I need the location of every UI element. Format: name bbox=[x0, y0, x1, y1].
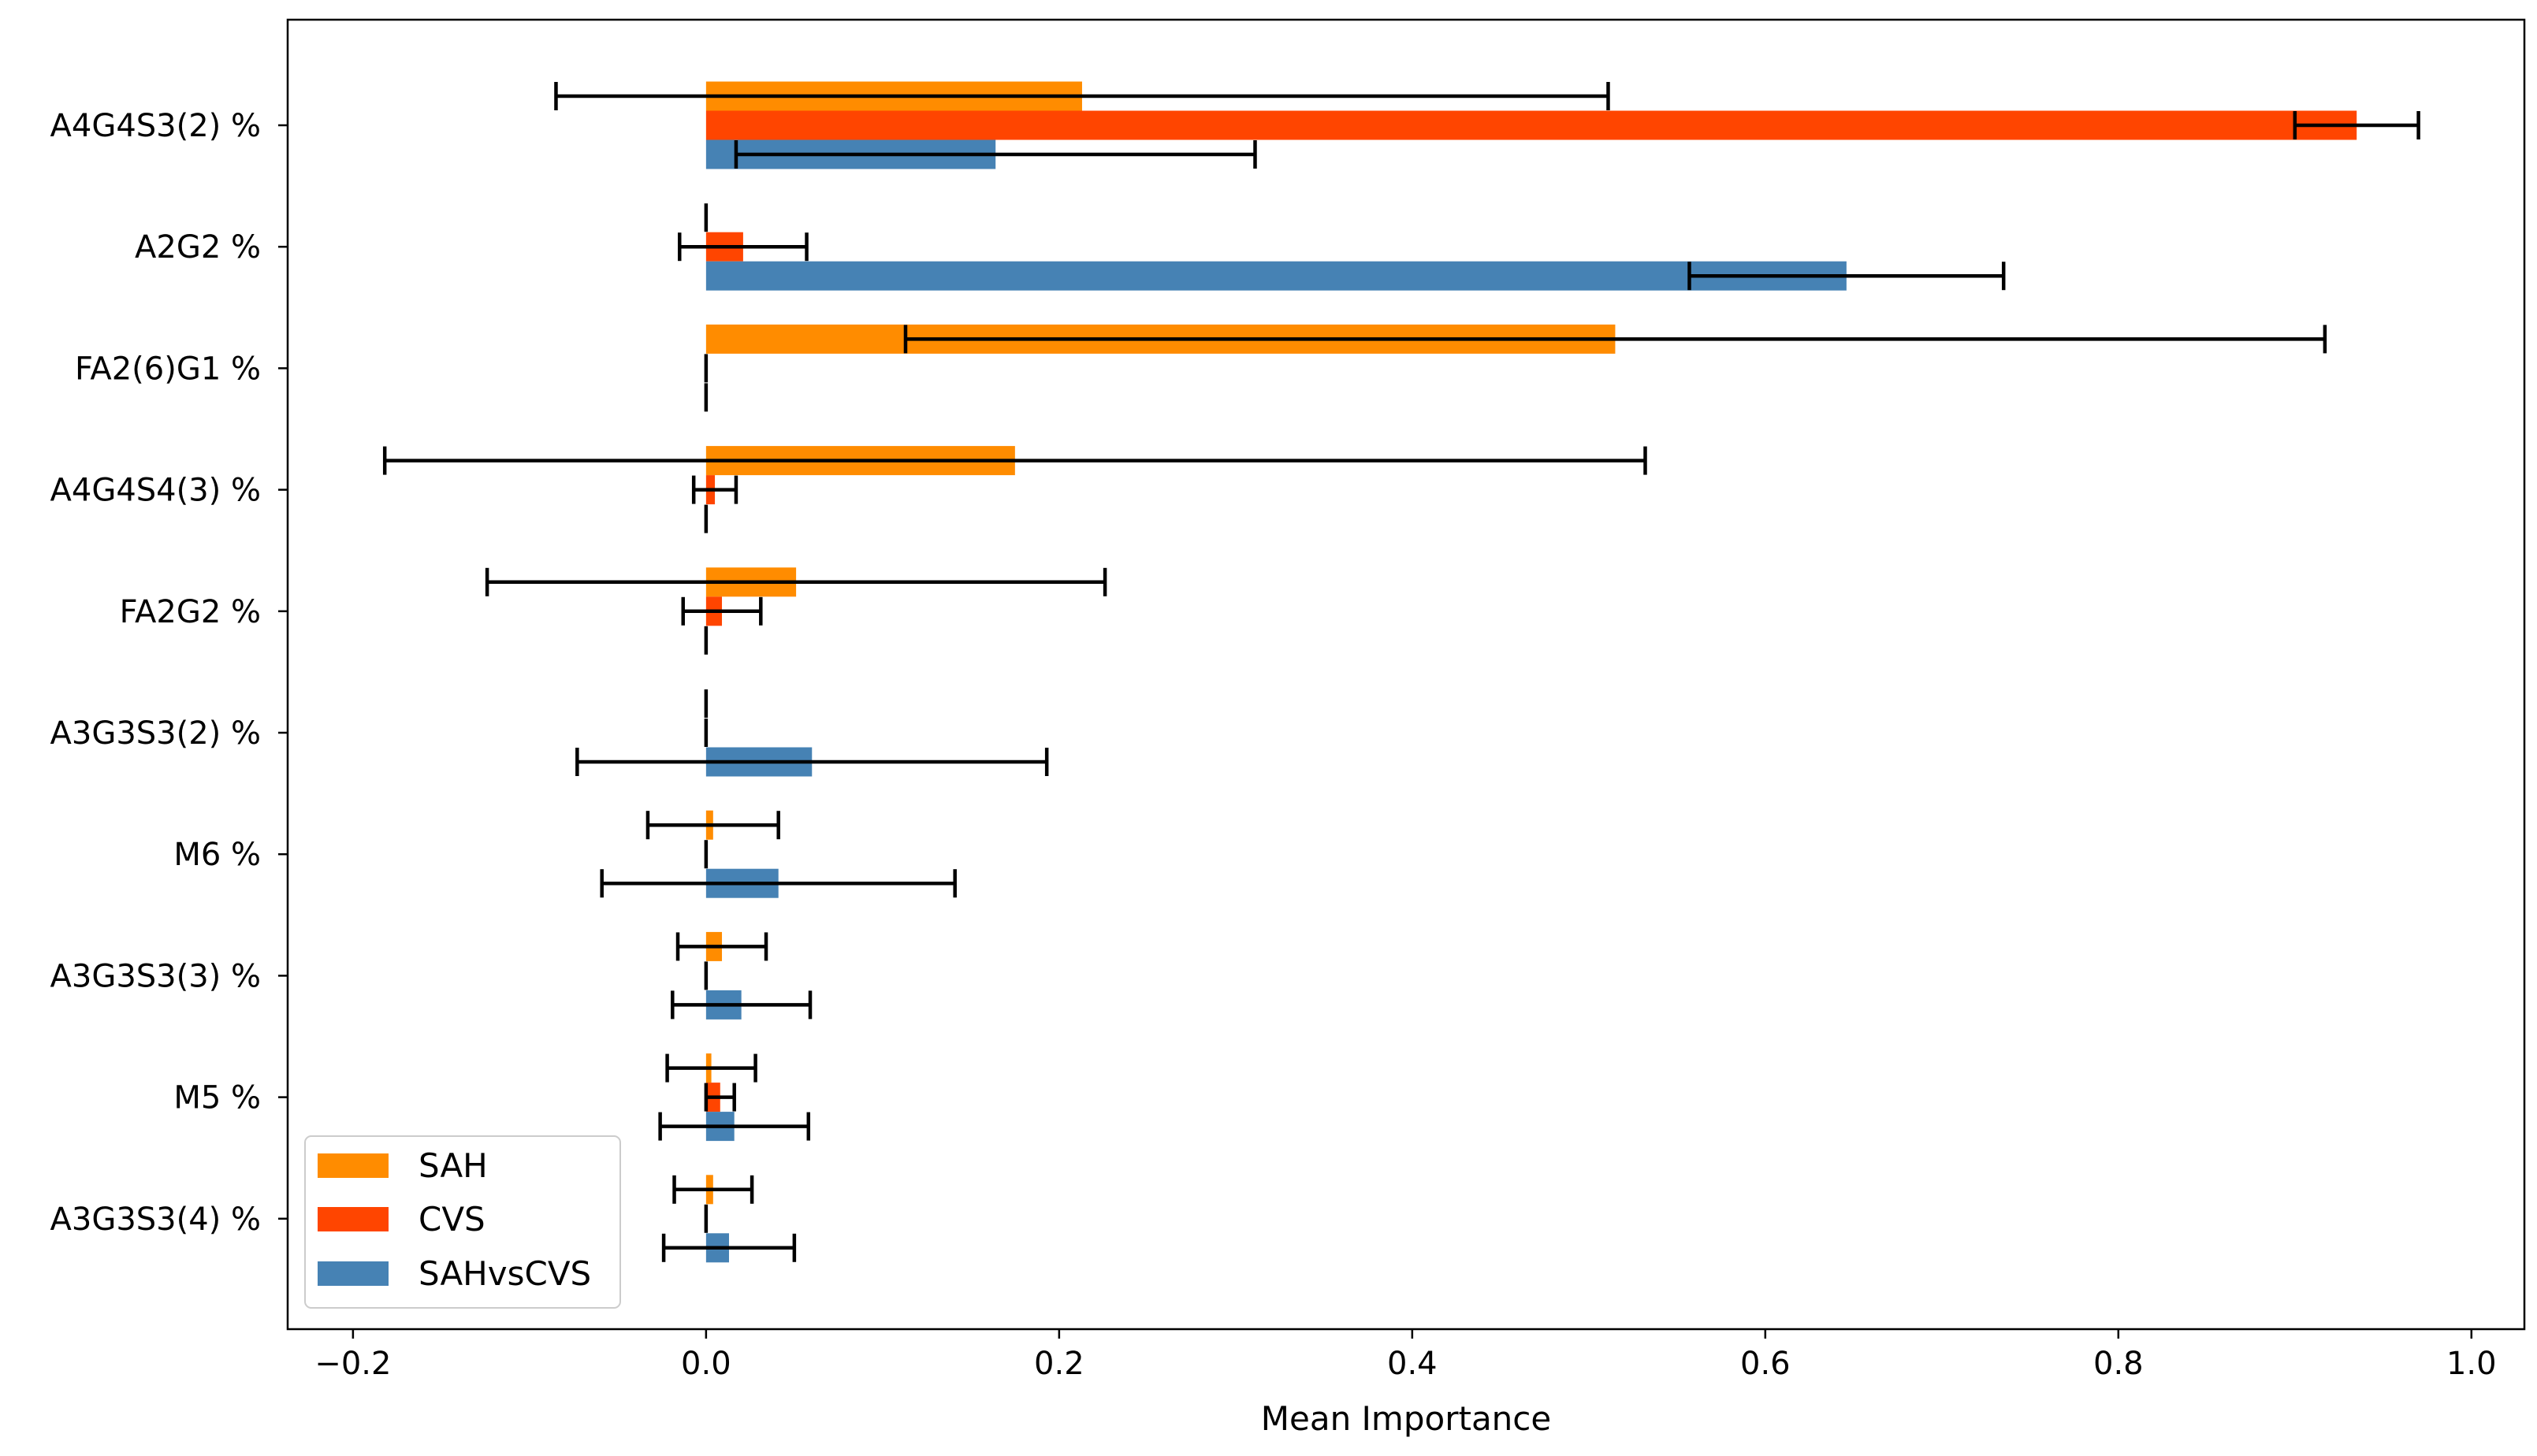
y-tick-label-a3g3s3-4: A3G3S3(4) % bbox=[50, 1202, 261, 1238]
y-tick-label-a2g2: A2G2 % bbox=[135, 229, 261, 266]
y-axis: A4G4S3(2) % A2G2 % FA2(6)G1 % A4G4S4(3) % FA… bbox=[50, 108, 288, 1238]
x-tick-label: 0.6 bbox=[1740, 1346, 1791, 1382]
legend-swatch-cvs bbox=[318, 1207, 389, 1231]
errorbar-cvs-m5 bbox=[704, 1083, 736, 1112]
legend-label-cvs: CVS bbox=[418, 1200, 485, 1239]
y-tick-label-fa2g2: FA2G2 % bbox=[120, 594, 261, 630]
legend: SAH CVS SAHvsCVS bbox=[304, 1135, 621, 1309]
x-tick-label: 0.4 bbox=[1387, 1346, 1438, 1382]
errorbar-sahvscvs-m5 bbox=[658, 1112, 811, 1141]
errorbar-sahvscvs-a3g3s3-2 bbox=[575, 748, 1049, 776]
y-tick-label-a3g3s3-3: A3G3S3(3) % bbox=[50, 958, 261, 994]
plot-frame bbox=[286, 18, 2526, 1331]
y-tick-label-fa2-6-g1: FA2(6)G1 % bbox=[75, 351, 261, 387]
x-tick-label: 0.0 bbox=[681, 1346, 731, 1382]
errorbar-sahvscvs-a4g4s3-2 bbox=[734, 140, 1257, 169]
errorbar-sahvscvs-m6 bbox=[600, 869, 957, 898]
errorbars-layer bbox=[382, 82, 2420, 1262]
x-tick-label: 1.0 bbox=[2446, 1346, 2497, 1382]
legend-label-sah: SAH bbox=[418, 1146, 488, 1185]
legend-swatch-sahvscvs bbox=[318, 1261, 389, 1286]
errorbar-cvs-a4g4s4-3 bbox=[691, 475, 738, 504]
x-tick-label: −0.2 bbox=[314, 1346, 391, 1382]
errorbar-cvs-a2g2 bbox=[678, 232, 809, 262]
errorbar-sahvscvs-a3g3s3-3 bbox=[671, 990, 813, 1020]
errorbar-sah-m6 bbox=[645, 811, 780, 840]
bar-sahvscvs-a2g2 bbox=[705, 261, 1847, 291]
legend-swatch-sah bbox=[318, 1153, 389, 1178]
y-tick-label-a3g3s3-2: A3G3S3(2) % bbox=[50, 715, 261, 752]
errorbar-sahvscvs-a2g2 bbox=[1687, 262, 2006, 291]
y-tick-label-m5: M5 % bbox=[173, 1080, 261, 1116]
y-tick-label-a4g4s4-3: A4G4S4(3) % bbox=[50, 473, 261, 509]
errorbar-sahvscvs-a3g3s3-4 bbox=[661, 1233, 797, 1262]
x-tick-label: 0.8 bbox=[2093, 1346, 2144, 1382]
errorbar-cvs-a4g4s3-2 bbox=[2293, 111, 2420, 139]
x-tick-label: 0.2 bbox=[1034, 1346, 1084, 1382]
x-axis: −0.2 0.0 0.2 0.4 0.6 0.8 1.0 bbox=[314, 1329, 2497, 1382]
errorbar-sah-a3g3s3-3 bbox=[675, 932, 768, 961]
errorbar-sah-m5 bbox=[665, 1053, 757, 1083]
errorbar-cvs-fa2g2 bbox=[681, 596, 763, 626]
errorbar-sah-a3g3s3-4 bbox=[672, 1175, 754, 1204]
errorbar-sah-a4g4s4-3 bbox=[382, 446, 1647, 475]
x-axis-label: Mean Importance bbox=[1261, 1399, 1551, 1438]
errorbar-sah-fa2-6-g1 bbox=[903, 325, 2327, 354]
bar-cvs-a4g4s3-2 bbox=[705, 110, 2357, 140]
legend-label-sahvscvs: SAHvsCVS bbox=[418, 1254, 591, 1293]
y-tick-label-m6: M6 % bbox=[173, 837, 261, 873]
y-tick-label-a4g4s3-2: A4G4S3(2) % bbox=[50, 108, 261, 144]
errorbar-sah-fa2g2 bbox=[485, 567, 1107, 596]
errorbar-sah-a4g4s3-2 bbox=[554, 82, 1610, 110]
